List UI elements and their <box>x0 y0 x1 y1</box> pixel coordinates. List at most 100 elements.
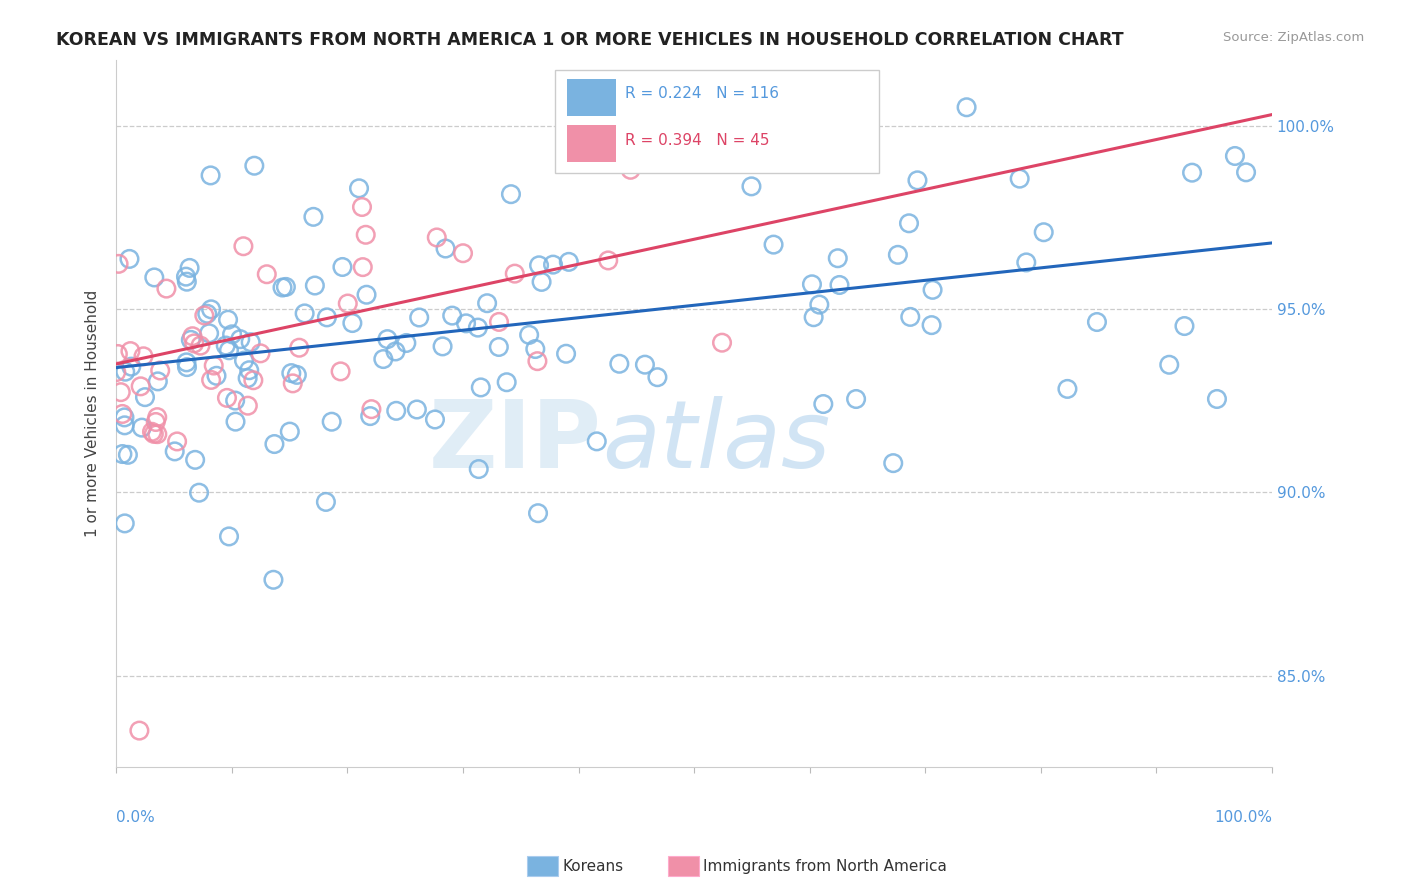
Point <box>215 338 238 352</box>
Point <box>517 327 540 342</box>
Point <box>132 349 155 363</box>
Point <box>316 310 339 325</box>
Point <box>620 162 643 177</box>
Point <box>808 297 831 311</box>
Point <box>406 402 429 417</box>
Point <box>233 353 256 368</box>
Point <box>384 344 406 359</box>
Point <box>238 363 260 377</box>
Point <box>347 181 370 195</box>
Point <box>354 227 377 242</box>
Point <box>467 462 489 476</box>
Point <box>225 415 247 429</box>
Point <box>315 495 337 509</box>
Point <box>107 347 129 361</box>
Point <box>907 173 929 187</box>
Point <box>180 333 202 347</box>
Point <box>882 456 904 470</box>
Point <box>200 169 222 183</box>
Point <box>110 385 132 400</box>
Point <box>740 179 762 194</box>
Point <box>955 100 977 114</box>
Point <box>359 409 381 423</box>
Point <box>887 248 910 262</box>
Point <box>224 393 246 408</box>
Point <box>155 282 177 296</box>
Point <box>356 287 378 301</box>
Point <box>921 283 943 297</box>
Text: Immigrants from North America: Immigrants from North America <box>703 859 946 873</box>
Point <box>236 399 259 413</box>
Point <box>281 376 304 391</box>
Point <box>242 373 264 387</box>
Point <box>243 159 266 173</box>
Point <box>263 437 285 451</box>
Point <box>434 242 457 256</box>
Point <box>499 187 522 202</box>
Point <box>143 270 166 285</box>
FancyBboxPatch shape <box>567 79 616 116</box>
Point <box>1015 255 1038 269</box>
Point <box>195 307 218 321</box>
Point <box>304 278 326 293</box>
Text: Koreans: Koreans <box>562 859 623 873</box>
Point <box>585 434 607 449</box>
Point <box>898 216 921 230</box>
Text: KOREAN VS IMMIGRANTS FROM NORTH AMERICA 1 OR MORE VEHICLES IN HOUSEHOLD CORRELAT: KOREAN VS IMMIGRANTS FROM NORTH AMERICA … <box>56 31 1123 49</box>
Text: R = 0.394   N = 45: R = 0.394 N = 45 <box>624 134 769 148</box>
Point <box>183 336 205 351</box>
Point <box>451 246 474 260</box>
Point <box>111 447 134 461</box>
Point <box>107 257 129 271</box>
Point <box>530 275 553 289</box>
Point <box>432 339 454 353</box>
Point <box>1032 225 1054 239</box>
Point <box>166 434 188 449</box>
Point <box>1159 358 1181 372</box>
Point <box>198 326 221 341</box>
Point <box>236 371 259 385</box>
Point <box>598 253 620 268</box>
Point <box>470 380 492 394</box>
Point <box>634 358 657 372</box>
Point <box>120 359 142 374</box>
Point <box>454 316 477 330</box>
Point <box>827 251 849 265</box>
Point <box>120 344 142 359</box>
Point <box>801 277 824 292</box>
Point <box>607 357 630 371</box>
Point <box>176 355 198 369</box>
Point <box>190 338 212 352</box>
FancyBboxPatch shape <box>567 126 616 162</box>
Point <box>274 280 297 294</box>
Point <box>217 312 239 326</box>
Point <box>1223 149 1246 163</box>
Point <box>813 397 835 411</box>
Point <box>200 373 222 387</box>
Point <box>215 391 238 405</box>
Point <box>423 412 446 426</box>
Point <box>176 360 198 375</box>
Point <box>488 340 510 354</box>
Point <box>278 425 301 439</box>
Point <box>762 237 785 252</box>
Text: ZIP: ZIP <box>429 396 602 488</box>
Point <box>1056 382 1078 396</box>
Point <box>395 336 418 351</box>
Point <box>285 368 308 382</box>
Text: R = 0.224   N = 116: R = 0.224 N = 116 <box>624 86 779 101</box>
Point <box>373 352 395 367</box>
Point <box>256 267 278 281</box>
Point <box>114 516 136 531</box>
Point <box>475 296 498 310</box>
Point <box>146 375 169 389</box>
Point <box>332 260 354 274</box>
Point <box>163 444 186 458</box>
Point <box>176 275 198 289</box>
Point <box>342 316 364 330</box>
Point <box>828 277 851 292</box>
Point <box>193 309 215 323</box>
Point <box>179 260 201 275</box>
Point <box>249 346 271 360</box>
Point <box>271 280 294 294</box>
